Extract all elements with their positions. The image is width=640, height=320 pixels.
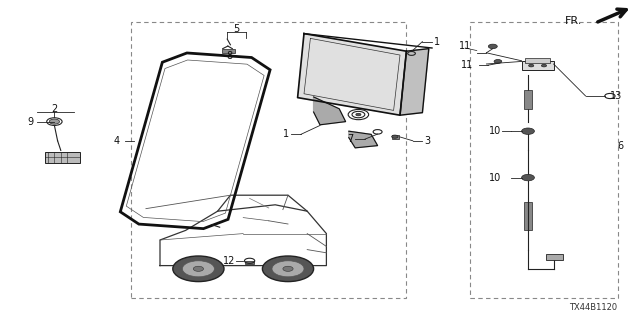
Bar (222, 49, 235, 53)
Text: 4: 4 (114, 136, 120, 146)
Text: 8: 8 (226, 51, 232, 61)
Bar (392, 135, 399, 139)
Circle shape (193, 266, 204, 271)
Text: FR.: FR. (565, 16, 582, 26)
Text: 7: 7 (347, 134, 353, 144)
Circle shape (356, 113, 361, 116)
Bar (524, 202, 532, 230)
Text: 10: 10 (489, 126, 502, 136)
Polygon shape (314, 97, 346, 125)
Circle shape (541, 64, 547, 67)
Bar (524, 90, 532, 109)
Circle shape (488, 44, 497, 49)
Circle shape (173, 256, 224, 282)
Circle shape (283, 266, 293, 271)
Bar (525, 58, 550, 63)
Text: 9: 9 (28, 116, 34, 127)
Polygon shape (298, 34, 406, 115)
Text: 10: 10 (489, 172, 502, 183)
Bar (546, 254, 563, 260)
Circle shape (182, 261, 214, 277)
Polygon shape (349, 131, 378, 148)
Text: 3: 3 (424, 136, 431, 146)
Text: 12: 12 (223, 256, 236, 267)
Bar (131, 22, 406, 298)
Bar (470, 22, 618, 298)
Bar (45, 152, 80, 163)
Circle shape (529, 64, 534, 67)
Text: 1: 1 (283, 129, 289, 140)
Circle shape (49, 119, 60, 124)
Text: 11: 11 (461, 60, 474, 70)
Circle shape (494, 60, 502, 63)
Circle shape (522, 174, 534, 181)
Circle shape (522, 128, 534, 134)
Text: 6: 6 (618, 140, 624, 151)
Bar (522, 61, 554, 70)
Text: 13: 13 (610, 91, 623, 101)
Circle shape (272, 261, 304, 277)
Text: TX44B1120: TX44B1120 (570, 303, 618, 312)
Text: 1: 1 (434, 36, 440, 47)
Polygon shape (400, 49, 429, 115)
Bar (245, 261, 254, 264)
Text: 2: 2 (51, 104, 58, 114)
Circle shape (262, 256, 314, 282)
Circle shape (392, 135, 398, 138)
Text: 11: 11 (459, 41, 472, 51)
Text: 5: 5 (234, 24, 240, 34)
